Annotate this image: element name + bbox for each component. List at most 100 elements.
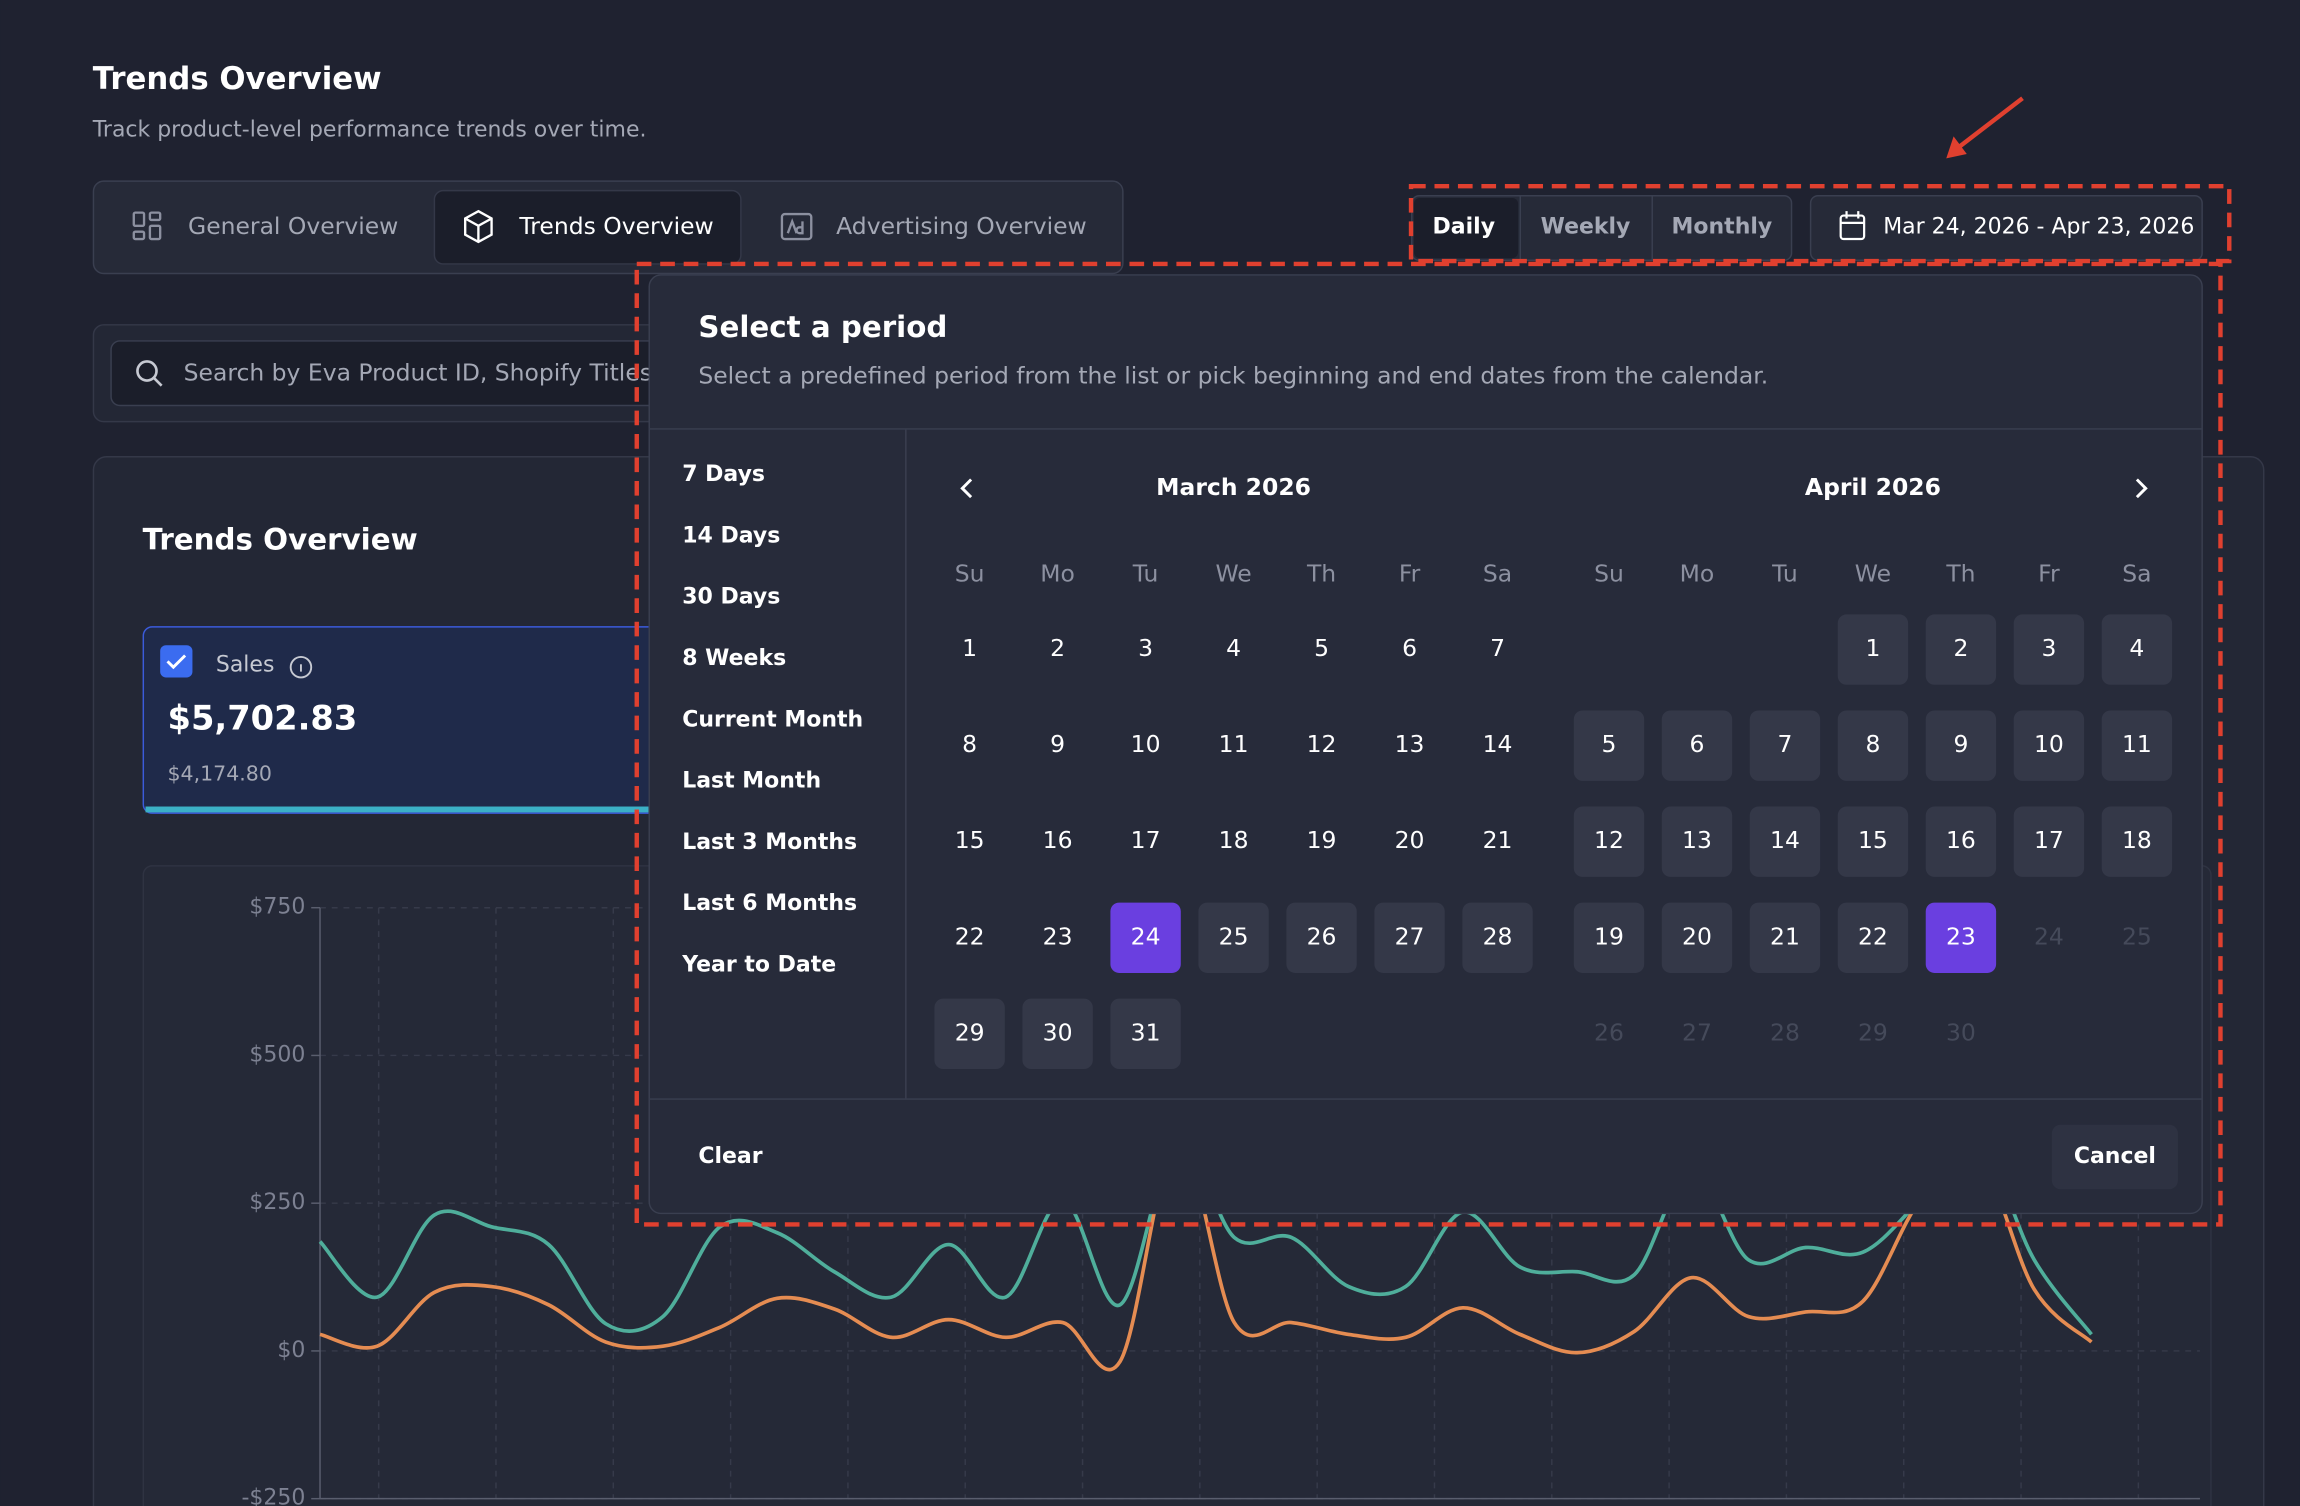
day[interactable]: 28	[1483, 922, 1513, 950]
day[interactable]: 26	[1594, 1018, 1624, 1046]
day[interactable]: 1	[1865, 634, 1880, 662]
day[interactable]: 10	[2034, 730, 2064, 758]
metric-checkbox[interactable]	[160, 645, 193, 678]
day-bg	[1837, 710, 1909, 781]
preset[interactable]: Last Month	[682, 769, 821, 794]
day[interactable]: 25	[2122, 922, 2152, 950]
clear-button[interactable]: Clear	[698, 1144, 762, 1169]
weekday: Su	[955, 559, 985, 587]
day-bg	[1573, 710, 1645, 781]
day[interactable]: 11	[1219, 730, 1249, 758]
weekday: Su	[1594, 559, 1624, 587]
day[interactable]: 14	[1770, 826, 1800, 854]
preset[interactable]: Last 6 Months	[682, 891, 857, 916]
preset[interactable]: 7 Days	[682, 462, 765, 487]
day[interactable]: 11	[2122, 730, 2152, 758]
tab[interactable]: Trends Overview	[518, 212, 713, 240]
day[interactable]: 3	[2041, 634, 2056, 662]
day[interactable]: 5	[1602, 730, 1617, 758]
day[interactable]: 13	[1682, 826, 1712, 854]
card-title: Trends Overview	[143, 523, 418, 557]
day[interactable]: 9	[1953, 730, 1968, 758]
day[interactable]: 29	[955, 1018, 985, 1046]
day[interactable]: 20	[1682, 922, 1712, 950]
info-icon	[289, 655, 313, 679]
day[interactable]: 2	[1953, 634, 1968, 662]
day[interactable]: 15	[1858, 826, 1888, 854]
preset[interactable]: 30 Days	[682, 585, 780, 610]
day[interactable]: 9	[1050, 730, 1065, 758]
page-title: Trends Overview	[93, 61, 382, 97]
day[interactable]: 4	[1226, 634, 1241, 662]
day[interactable]: 2	[1050, 634, 1065, 662]
day[interactable]: 26	[1307, 922, 1337, 950]
day[interactable]: 12	[1594, 826, 1624, 854]
day[interactable]: 27	[1682, 1018, 1712, 1046]
day[interactable]: 19	[1594, 922, 1624, 950]
day[interactable]: 15	[955, 826, 985, 854]
day[interactable]: 10	[1131, 730, 1161, 758]
day-bg	[2101, 614, 2173, 685]
day[interactable]: 29	[1858, 1018, 1888, 1046]
day-bg	[2101, 710, 2173, 781]
day[interactable]: 21	[1483, 826, 1513, 854]
day[interactable]: 23	[1043, 922, 1073, 950]
preset[interactable]: 14 Days	[682, 523, 780, 548]
day[interactable]: 14	[1483, 730, 1513, 758]
y-tick-label: -$250	[241, 1486, 305, 1506]
tab[interactable]: General Overview	[188, 212, 398, 240]
day[interactable]: 6	[1690, 730, 1705, 758]
day[interactable]: 6	[1402, 634, 1417, 662]
day[interactable]: 8	[962, 730, 977, 758]
day[interactable]: 12	[1307, 730, 1337, 758]
preset[interactable]: Year to Date	[681, 952, 836, 977]
preset[interactable]: Last 3 Months	[682, 830, 857, 855]
granularity-option[interactable]: Daily	[1433, 214, 1496, 239]
weekday: Tu	[1132, 559, 1159, 587]
day[interactable]: 21	[1770, 922, 1800, 950]
day-bg	[1661, 806, 1733, 877]
day[interactable]: 13	[1395, 730, 1425, 758]
day[interactable]: 22	[1858, 922, 1888, 950]
picker-description: Select a predefined period from the list…	[698, 361, 1768, 389]
day[interactable]: 17	[2034, 826, 2064, 854]
day[interactable]: 20	[1395, 826, 1425, 854]
day-bg	[1022, 998, 1093, 1070]
day[interactable]: 4	[2129, 634, 2144, 662]
day[interactable]: 25	[1219, 922, 1249, 950]
day[interactable]: 7	[1777, 730, 1792, 758]
day-bg	[1925, 902, 1997, 973]
day[interactable]: 18	[2122, 826, 2152, 854]
day[interactable]: 7	[1490, 634, 1505, 662]
calendar: 7 Days 14 Days 30 Days 8 Weeks Current Month…	[681, 462, 2173, 1070]
day[interactable]: 27	[1395, 922, 1425, 950]
granularity-option[interactable]: Monthly	[1672, 214, 1773, 239]
annotation-arrow	[1946, 96, 2024, 159]
day[interactable]: 28	[1770, 1018, 1800, 1046]
day[interactable]: 24	[2034, 922, 2064, 950]
day[interactable]: 23	[1946, 922, 1976, 950]
day[interactable]: 3	[1138, 634, 1153, 662]
granularity-option[interactable]: Weekly	[1541, 214, 1631, 239]
day[interactable]: 22	[955, 922, 985, 950]
tab[interactable]: Advertising Overview	[836, 212, 1087, 240]
day[interactable]: 18	[1219, 826, 1249, 854]
day[interactable]: 24	[1131, 922, 1161, 950]
preset[interactable]: 8 Weeks	[682, 646, 786, 671]
day[interactable]: 8	[1865, 730, 1880, 758]
day-bg	[1286, 902, 1357, 973]
prev-month[interactable]	[960, 478, 973, 499]
day[interactable]: 30	[1043, 1018, 1073, 1046]
cancel-button[interactable]: Cancel	[2074, 1144, 2156, 1169]
day[interactable]: 19	[1307, 826, 1337, 854]
day[interactable]: 1	[962, 634, 977, 662]
next-month[interactable]	[2135, 478, 2148, 499]
day[interactable]: 30	[1946, 1018, 1976, 1046]
day[interactable]: 16	[1043, 826, 1073, 854]
day[interactable]: 5	[1314, 634, 1329, 662]
preset[interactable]: Current Month	[682, 707, 863, 732]
day[interactable]: 17	[1131, 826, 1161, 854]
page-subtitle: Track product-level performance trends o…	[92, 118, 647, 143]
day[interactable]: 16	[1946, 826, 1976, 854]
day[interactable]: 31	[1131, 1018, 1161, 1046]
